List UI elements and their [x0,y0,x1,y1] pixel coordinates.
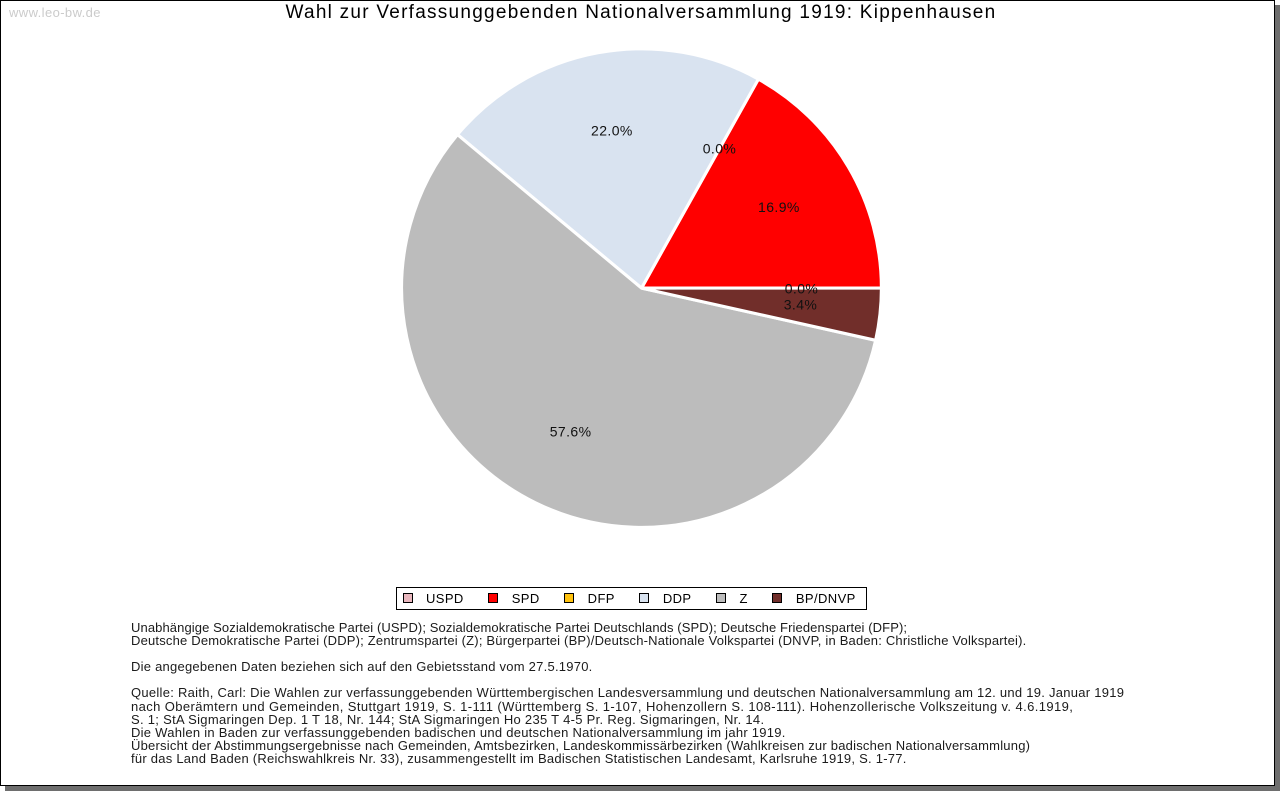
svg-text:0.0%: 0.0% [785,280,819,296]
svg-text:57.6%: 57.6% [550,423,592,439]
svg-text:16.9%: 16.9% [758,199,800,215]
svg-text:22.0%: 22.0% [591,122,633,138]
svg-text:3.4%: 3.4% [784,296,818,312]
svg-text:0.0%: 0.0% [703,140,737,156]
